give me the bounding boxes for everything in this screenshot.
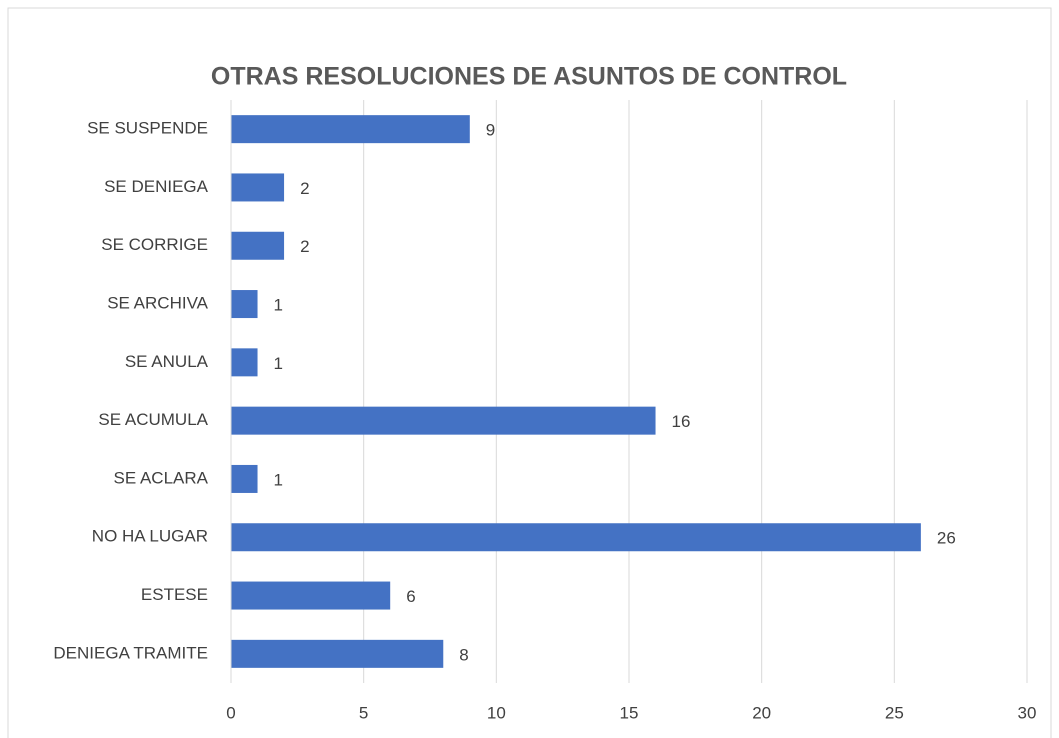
data-label: 26 (937, 529, 956, 548)
y-tick-label: NO HA LUGAR (92, 527, 208, 546)
x-tick-label: 20 (752, 703, 771, 722)
chart-title: OTRAS RESOLUCIONES DE ASUNTOS DE CONTROL (211, 63, 847, 91)
y-tick-label: ESTESE (141, 585, 208, 604)
bar (231, 290, 258, 319)
x-tick-label: 30 (1018, 703, 1037, 722)
bar (231, 523, 921, 552)
bar (231, 406, 656, 435)
data-label: 9 (486, 121, 495, 140)
x-tick-label: 10 (487, 703, 506, 722)
y-tick-label: SE ARCHIVA (107, 294, 208, 313)
y-tick-label: SE SUSPENDE (87, 119, 208, 138)
y-tick-label: SE ACLARA (114, 468, 209, 487)
x-tick-label: 5 (359, 703, 368, 722)
bar (231, 464, 258, 493)
y-tick-label: SE ANULA (125, 352, 209, 371)
x-tick-label: 25 (885, 703, 904, 722)
bar (231, 231, 285, 260)
data-label: 1 (274, 296, 283, 315)
bar (231, 115, 470, 144)
bar (231, 581, 391, 610)
y-tick-label: SE DENIEGA (104, 177, 209, 196)
y-tick-label: SE CORRIGE (101, 235, 208, 254)
data-label: 2 (300, 237, 309, 256)
data-label: 6 (406, 587, 415, 606)
bar (231, 639, 444, 668)
bar (231, 173, 285, 202)
x-tick-label: 15 (620, 703, 639, 722)
data-label: 16 (672, 412, 691, 431)
y-tick-label: DENIEGA TRAMITE (53, 643, 208, 662)
data-label: 8 (459, 645, 468, 664)
bar (231, 348, 258, 377)
x-tick-label: 0 (226, 703, 235, 722)
data-label: 1 (274, 354, 283, 373)
y-tick-label: SE ACUMULA (98, 410, 208, 429)
data-label: 1 (274, 470, 283, 489)
chart-frame (7, 7, 1052, 738)
data-label: 2 (300, 179, 309, 198)
